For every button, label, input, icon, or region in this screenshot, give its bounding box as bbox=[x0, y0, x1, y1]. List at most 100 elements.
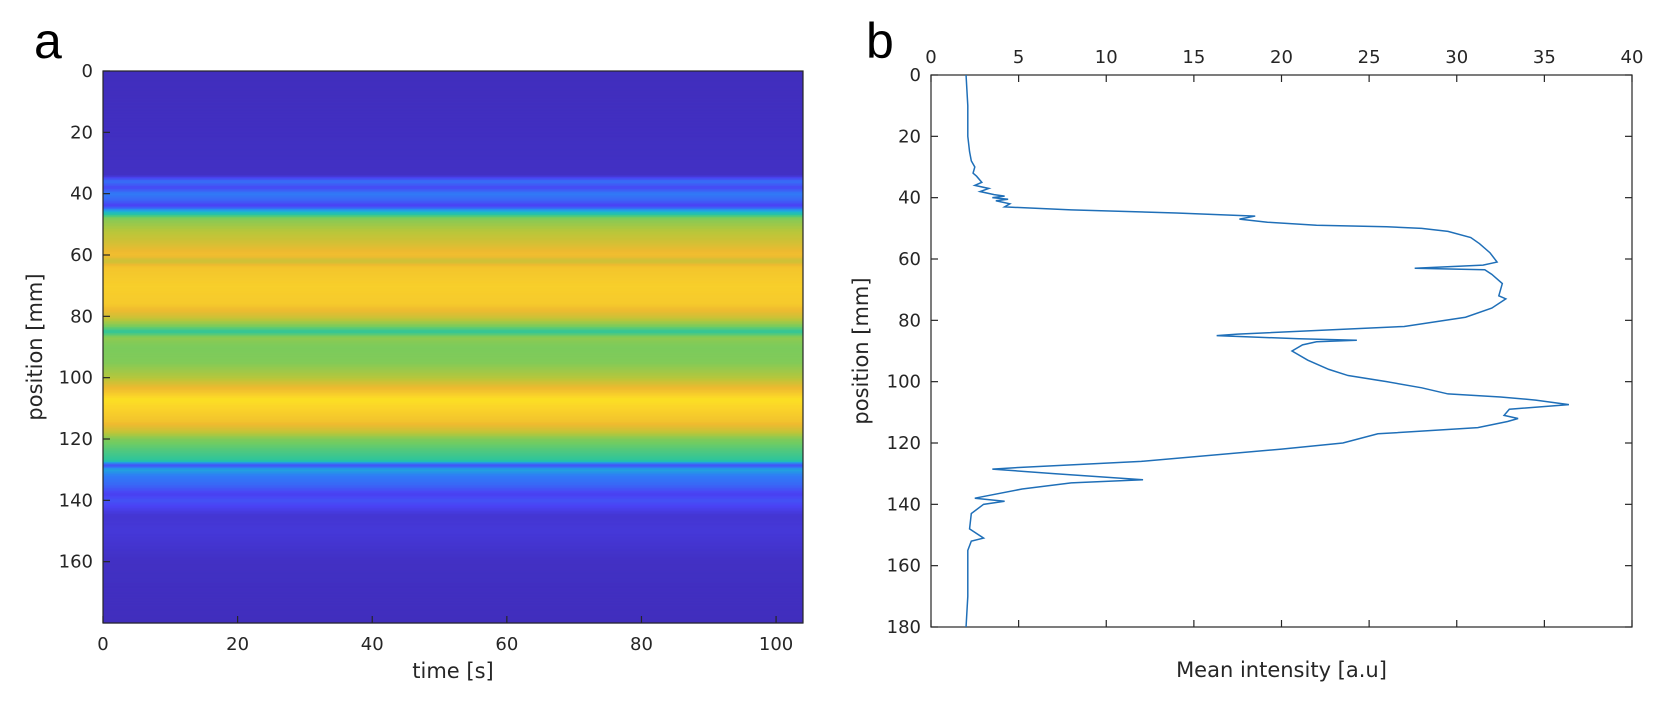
heatmap-row bbox=[103, 320, 803, 324]
heatmap-row bbox=[103, 75, 803, 78]
heatmap-row bbox=[103, 224, 803, 227]
heatmap-row bbox=[103, 603, 803, 606]
heatmap-row bbox=[103, 572, 803, 575]
heatmap-row bbox=[103, 81, 803, 84]
heatmap-row bbox=[103, 601, 803, 604]
heatmap-row bbox=[103, 462, 803, 465]
heatmap-row bbox=[103, 575, 803, 578]
heatmap-row bbox=[103, 317, 803, 320]
heatmap-row bbox=[103, 485, 803, 488]
heatmap-row bbox=[103, 396, 803, 399]
heatmap-row bbox=[103, 149, 803, 152]
heatmap-row bbox=[103, 284, 803, 287]
heatmap-row bbox=[103, 276, 803, 279]
heatmap-row bbox=[103, 130, 803, 133]
heatmap-row bbox=[103, 589, 803, 592]
heatmap-row bbox=[103, 92, 803, 95]
heatmap-row bbox=[103, 587, 803, 590]
heatmap-row bbox=[103, 232, 803, 235]
heatmap-row bbox=[103, 552, 803, 555]
heatmap-row bbox=[103, 363, 803, 366]
heatmap-row bbox=[103, 163, 803, 166]
heatmap-row bbox=[103, 511, 803, 514]
profile-plot-frame bbox=[930, 74, 1633, 628]
heatmap-row bbox=[103, 167, 803, 170]
heatmap-row bbox=[103, 534, 803, 537]
heatmap-row bbox=[103, 348, 803, 351]
heatmap-row bbox=[103, 87, 803, 90]
heatmap-row bbox=[103, 359, 803, 362]
heatmap-row bbox=[103, 187, 803, 190]
heatmap-row bbox=[103, 391, 803, 394]
heatmap-row bbox=[103, 389, 803, 393]
heatmap-row bbox=[103, 518, 803, 521]
heatmap-row bbox=[103, 287, 803, 290]
heatmap-row bbox=[103, 202, 803, 205]
heatmap-row bbox=[103, 90, 803, 94]
heatmap-row bbox=[103, 547, 803, 550]
x-tick-label: 20 bbox=[1270, 47, 1293, 68]
heatmap-row bbox=[103, 373, 803, 376]
heatmap-row bbox=[103, 268, 803, 271]
heatmap-row bbox=[103, 388, 803, 391]
heatmap-row bbox=[103, 158, 803, 161]
heatmap-row bbox=[103, 596, 803, 600]
heatmap-row bbox=[103, 492, 803, 495]
heatmap-row bbox=[103, 549, 803, 552]
heatmap-row bbox=[103, 176, 803, 179]
heatmap-row bbox=[103, 331, 803, 334]
heatmap-row bbox=[103, 374, 803, 377]
y-tick-label: 40 bbox=[70, 184, 93, 205]
heatmap-row bbox=[103, 342, 803, 345]
heatmap-row bbox=[103, 189, 803, 192]
heatmap-row bbox=[103, 212, 803, 215]
heatmap-row bbox=[103, 397, 803, 400]
heatmap-row bbox=[103, 558, 803, 561]
heatmap-row bbox=[103, 106, 803, 109]
heatmap-row bbox=[103, 400, 803, 403]
heatmap-row bbox=[103, 304, 803, 307]
heatmap-row bbox=[103, 78, 803, 81]
heatmap-row bbox=[103, 133, 803, 136]
heatmap-row bbox=[103, 347, 803, 350]
heatmap-row bbox=[103, 402, 803, 405]
heatmap-row bbox=[103, 265, 803, 268]
heatmap-row bbox=[103, 184, 803, 187]
heatmap-row bbox=[103, 236, 803, 239]
heatmap-row bbox=[103, 84, 803, 87]
heatmap-row bbox=[103, 385, 803, 388]
heatmap-row bbox=[103, 399, 803, 402]
heatmap-row bbox=[103, 201, 803, 204]
heatmap-row bbox=[103, 327, 803, 330]
heatmap-row bbox=[103, 431, 803, 434]
x-tick-label: 0 bbox=[97, 634, 108, 655]
heatmap-row bbox=[103, 452, 803, 455]
heatmap-row bbox=[103, 86, 803, 89]
heatmap-row bbox=[103, 262, 803, 265]
x-tick-label: 30 bbox=[1445, 47, 1468, 68]
heatmap-row bbox=[103, 147, 803, 150]
heatmap-row bbox=[103, 435, 803, 439]
heatmap-row bbox=[103, 152, 803, 155]
heatmap-row bbox=[103, 471, 803, 474]
heatmap-row bbox=[103, 103, 803, 106]
y-tick-label: 100 bbox=[887, 372, 921, 393]
heatmap-row bbox=[103, 521, 803, 524]
heatmap-row bbox=[103, 253, 803, 256]
heatmap-row bbox=[103, 500, 803, 503]
heatmap-row bbox=[103, 465, 803, 468]
heatmap-row bbox=[103, 371, 803, 374]
heatmap-row bbox=[103, 498, 803, 501]
y-tick-label: 140 bbox=[59, 490, 93, 511]
heatmap-row bbox=[103, 248, 803, 251]
heatmap-row bbox=[103, 221, 803, 224]
heatmap-row bbox=[103, 153, 803, 156]
heatmap-row bbox=[103, 426, 803, 429]
heatmap-row bbox=[103, 267, 803, 270]
heatmap-row bbox=[103, 445, 803, 448]
heatmap-row bbox=[103, 573, 803, 577]
heatmap-row bbox=[103, 515, 803, 518]
heatmap-row bbox=[103, 520, 803, 523]
heatmap-row bbox=[103, 540, 803, 543]
heatmap-row bbox=[103, 405, 803, 408]
